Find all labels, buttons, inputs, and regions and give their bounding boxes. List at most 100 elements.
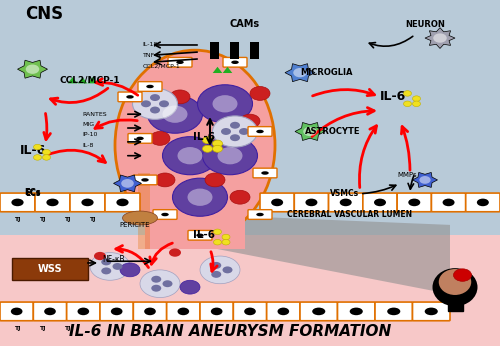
Circle shape	[141, 100, 151, 107]
FancyBboxPatch shape	[35, 193, 70, 212]
Circle shape	[214, 239, 222, 245]
Circle shape	[239, 128, 249, 135]
Ellipse shape	[136, 137, 144, 140]
Ellipse shape	[278, 308, 289, 315]
Polygon shape	[285, 64, 315, 82]
Circle shape	[172, 178, 228, 216]
Circle shape	[132, 88, 178, 119]
Circle shape	[178, 147, 203, 164]
Text: IL-6: IL-6	[192, 230, 214, 240]
Circle shape	[162, 280, 172, 287]
Circle shape	[202, 145, 212, 152]
Ellipse shape	[231, 61, 239, 64]
Polygon shape	[425, 28, 455, 48]
Circle shape	[155, 173, 175, 187]
FancyBboxPatch shape	[210, 42, 219, 59]
Ellipse shape	[44, 308, 56, 315]
FancyBboxPatch shape	[250, 42, 259, 59]
Ellipse shape	[374, 199, 386, 206]
Circle shape	[101, 258, 111, 265]
Polygon shape	[18, 60, 48, 78]
Text: RANTES: RANTES	[82, 112, 107, 117]
Text: ECs: ECs	[24, 188, 41, 197]
FancyBboxPatch shape	[128, 134, 152, 143]
Polygon shape	[222, 67, 232, 73]
Polygon shape	[295, 122, 325, 140]
Ellipse shape	[306, 199, 318, 206]
Text: TJ: TJ	[14, 217, 21, 222]
FancyBboxPatch shape	[294, 193, 328, 212]
Circle shape	[120, 263, 140, 277]
Circle shape	[198, 85, 252, 123]
FancyBboxPatch shape	[118, 92, 142, 102]
Polygon shape	[68, 77, 78, 83]
Circle shape	[404, 101, 411, 107]
Circle shape	[420, 176, 430, 184]
Text: TJ: TJ	[89, 217, 96, 222]
Text: TJ: TJ	[14, 326, 21, 331]
Text: CNS: CNS	[25, 5, 63, 23]
Ellipse shape	[211, 308, 222, 315]
FancyBboxPatch shape	[466, 193, 500, 212]
Text: CCL2/MCP-1: CCL2/MCP-1	[60, 75, 120, 84]
Circle shape	[101, 267, 111, 274]
Circle shape	[222, 239, 230, 245]
Polygon shape	[412, 172, 438, 188]
Circle shape	[454, 269, 471, 281]
Ellipse shape	[178, 308, 189, 315]
Ellipse shape	[144, 308, 156, 315]
FancyBboxPatch shape	[223, 57, 247, 67]
FancyBboxPatch shape	[248, 210, 272, 219]
Ellipse shape	[356, 197, 384, 204]
Ellipse shape	[46, 199, 58, 206]
FancyBboxPatch shape	[188, 230, 212, 240]
FancyBboxPatch shape	[412, 302, 450, 321]
Ellipse shape	[142, 178, 149, 182]
FancyBboxPatch shape	[166, 302, 200, 321]
Ellipse shape	[161, 213, 169, 216]
Text: TJ: TJ	[64, 326, 71, 331]
Text: IL-8: IL-8	[82, 143, 94, 148]
Polygon shape	[88, 77, 98, 83]
Polygon shape	[200, 215, 450, 294]
Text: CAMs: CAMs	[230, 19, 260, 29]
FancyBboxPatch shape	[397, 193, 432, 212]
FancyBboxPatch shape	[0, 0, 500, 242]
FancyBboxPatch shape	[168, 57, 192, 67]
Text: PERICITE: PERICITE	[120, 222, 150, 228]
Text: TJ: TJ	[39, 326, 46, 331]
FancyBboxPatch shape	[0, 235, 500, 346]
FancyBboxPatch shape	[363, 193, 397, 212]
Circle shape	[240, 114, 260, 128]
Circle shape	[26, 64, 39, 74]
FancyBboxPatch shape	[138, 82, 162, 91]
Circle shape	[293, 68, 307, 77]
FancyBboxPatch shape	[145, 180, 245, 249]
FancyBboxPatch shape	[234, 302, 266, 321]
Circle shape	[34, 144, 42, 150]
Text: IL-6: IL-6	[20, 144, 46, 157]
Circle shape	[121, 179, 134, 188]
Polygon shape	[114, 175, 141, 192]
Circle shape	[148, 95, 203, 133]
Circle shape	[162, 106, 188, 123]
Circle shape	[169, 248, 181, 257]
Ellipse shape	[256, 213, 264, 216]
Circle shape	[222, 266, 232, 273]
Ellipse shape	[342, 197, 368, 204]
FancyBboxPatch shape	[100, 302, 134, 321]
Circle shape	[151, 285, 161, 292]
Circle shape	[170, 90, 190, 104]
Ellipse shape	[340, 199, 351, 206]
Circle shape	[90, 253, 130, 280]
FancyBboxPatch shape	[134, 302, 166, 321]
Ellipse shape	[432, 268, 478, 306]
Ellipse shape	[116, 199, 128, 206]
FancyBboxPatch shape	[70, 193, 105, 212]
Text: CEREBRAL VASCULAR LUMEN: CEREBRAL VASCULAR LUMEN	[288, 210, 412, 219]
Text: VSMCs: VSMCs	[330, 189, 359, 198]
Circle shape	[200, 256, 240, 284]
Text: IL-6 IN BRAIN ANEURYSM FORMATION: IL-6 IN BRAIN ANEURYSM FORMATION	[69, 324, 391, 339]
FancyBboxPatch shape	[375, 302, 412, 321]
Circle shape	[211, 271, 221, 278]
